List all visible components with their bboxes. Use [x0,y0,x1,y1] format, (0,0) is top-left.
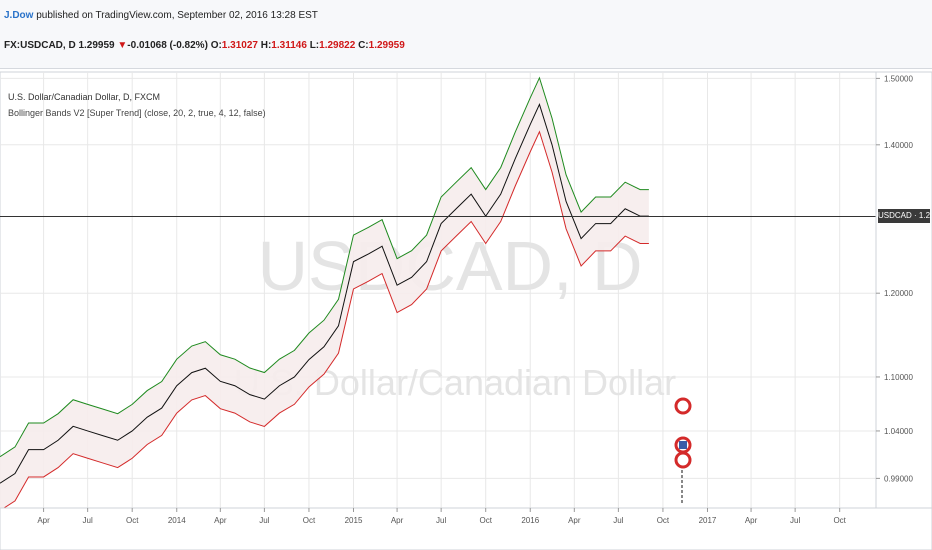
down-arrow-icon: ▼ [117,40,128,51]
publish-line: J.Dow published on TradingView.com, Sept… [4,10,318,21]
price-chart[interactable]: USDCAD, D U.S. Dollar/Canadian Dollar 1.… [0,68,932,550]
time-tick-label: Oct [833,516,846,525]
price-axis[interactable]: 1.50000 1.40000 1.20000 1.10000 1.04000 0.990… [875,71,932,509]
ohlc-line: FX:USDCAD, D 1.29959 ▼-0.01068 (-0.82%) … [4,40,405,51]
price-tick-label: 1.10000 [884,373,913,382]
time-tick-label: Jul [613,516,623,525]
price-axis-area [875,71,932,509]
price-tick-label: 1.20000 [884,289,913,298]
indicator-legend[interactable]: Bollinger Bands V2 [Super Trend] (close,… [8,108,266,118]
time-tick-label: Oct [479,516,492,525]
open-value: 1.31027 [221,40,258,51]
chart-legend-title: U.S. Dollar/Canadian Dollar, D, FXCM [8,92,161,102]
high-value: 1.31146 [271,40,307,51]
time-tick-label: Apr [391,516,404,525]
chart-header: J.Dow published on TradingView.com, Sept… [0,0,932,69]
low-value: 1.29822 [319,40,356,51]
us-flag-icon-2[interactable] [674,451,692,469]
time-axis-area [0,507,932,550]
price-tick-label: 1.04000 [884,427,913,436]
time-axis[interactable]: Apr Jul Oct 2014 Apr Jul Oct 2015 Apr Jul Oct 2016 A… [0,507,932,550]
upper-band-line [0,76,649,458]
time-tick-label: Apr [214,516,227,525]
price-tick-label: 1.40000 [884,141,913,150]
time-tick-label: Apr [568,516,581,525]
time-tick-label: Oct [303,516,316,525]
lower-band-line [0,130,649,512]
symbol-label: FX:USDCAD, D [4,40,76,51]
band-fill [0,77,649,511]
event-flags[interactable] [674,397,692,505]
publish-info: published on TradingView.com, September … [33,10,318,21]
time-tick-label: 2016 [521,516,539,525]
last-price: 1.29959 [78,40,115,51]
author-link[interactable]: J.Dow [4,10,34,21]
high-label: H: [260,40,272,51]
price-change: -0.01068 (-0.82%) [127,40,208,51]
time-tick-label: 2017 [699,516,717,525]
time-tick-label: Jul [259,516,269,525]
time-tick-label: Apr [37,516,50,525]
time-tick-label: Oct [126,516,139,525]
time-tick-label: Apr [745,516,758,525]
time-tick-label: 2015 [345,516,363,525]
last-price-tag: USDCAD · 1.29959 [878,209,930,224]
time-tick-label: Oct [657,516,670,525]
time-tick-label: Jul [790,516,800,525]
price-tick-label: 0.99000 [884,474,913,483]
price-line [0,103,649,484]
close-label: C: [358,40,369,51]
price-series [0,103,649,484]
bollinger-bands [0,76,649,512]
time-tick-label: 2014 [168,516,186,525]
time-tick-label: Jul [83,516,93,525]
canada-flag-icon[interactable] [674,397,692,415]
close-value: 1.29959 [368,40,405,51]
open-label: O: [210,40,222,51]
time-tick-label: Jul [436,516,446,525]
price-tick-label: 1.50000 [884,74,913,83]
low-label: L: [309,40,320,51]
